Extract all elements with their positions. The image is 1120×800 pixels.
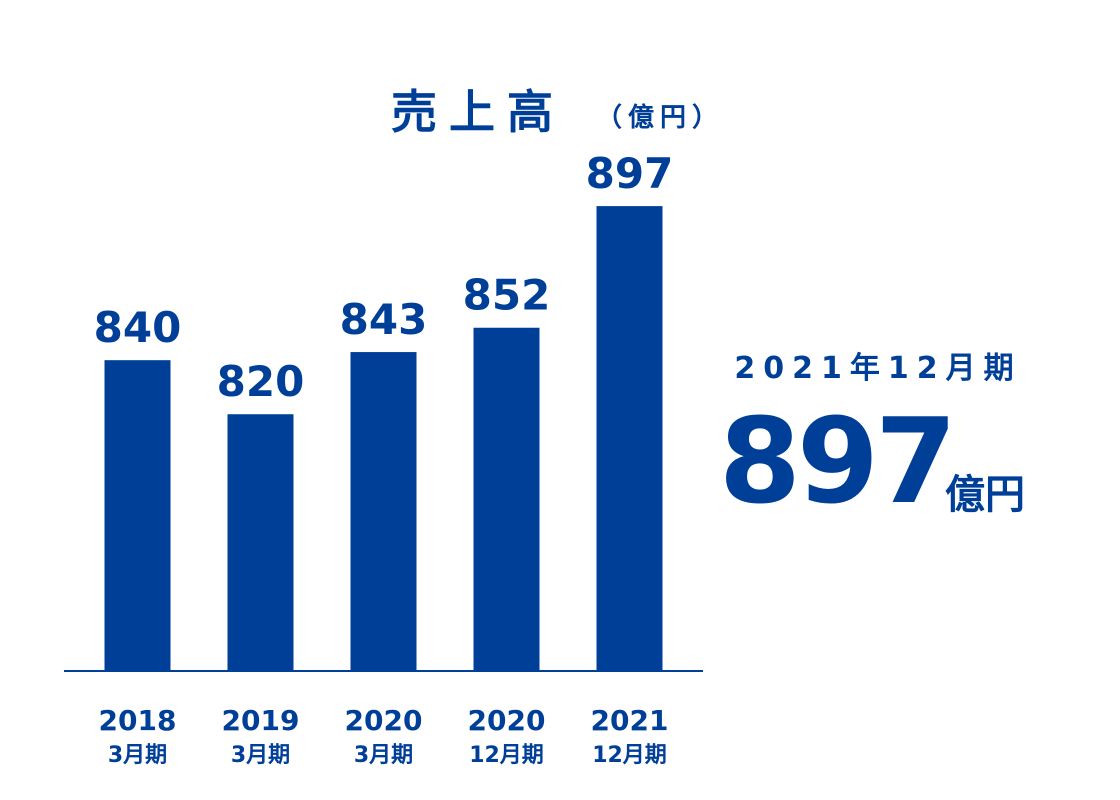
value-label: 840 <box>94 303 182 352</box>
callout-value: 897 <box>719 392 953 530</box>
period-label: 3月期 <box>354 743 413 768</box>
x-tick-label: 2019 <box>222 704 300 737</box>
period-label: 3月期 <box>231 743 290 768</box>
bar <box>227 414 294 671</box>
value-label: 820 <box>217 357 305 406</box>
bar <box>350 352 417 671</box>
period-label: 3月期 <box>108 743 167 768</box>
callout-label: 2021年12月期 <box>734 351 1021 386</box>
x-tick-label: 2020 <box>468 704 546 737</box>
bar <box>596 206 663 671</box>
period-label: 12月期 <box>592 743 667 768</box>
value-label: 897 <box>586 149 674 198</box>
period-label: 12月期 <box>469 743 544 768</box>
x-tick-label: 2018 <box>99 704 177 737</box>
bar <box>104 360 171 671</box>
x-tick-label: 2020 <box>345 704 423 737</box>
chart-title: 売上高 <box>391 85 565 139</box>
value-label: 852 <box>463 271 551 320</box>
bar <box>473 327 540 671</box>
unit-label: （億円） <box>596 103 724 133</box>
callout-unit: 億円 <box>945 472 1025 518</box>
value-label: 843 <box>340 295 428 344</box>
x-tick-label: 2021 <box>591 704 669 737</box>
